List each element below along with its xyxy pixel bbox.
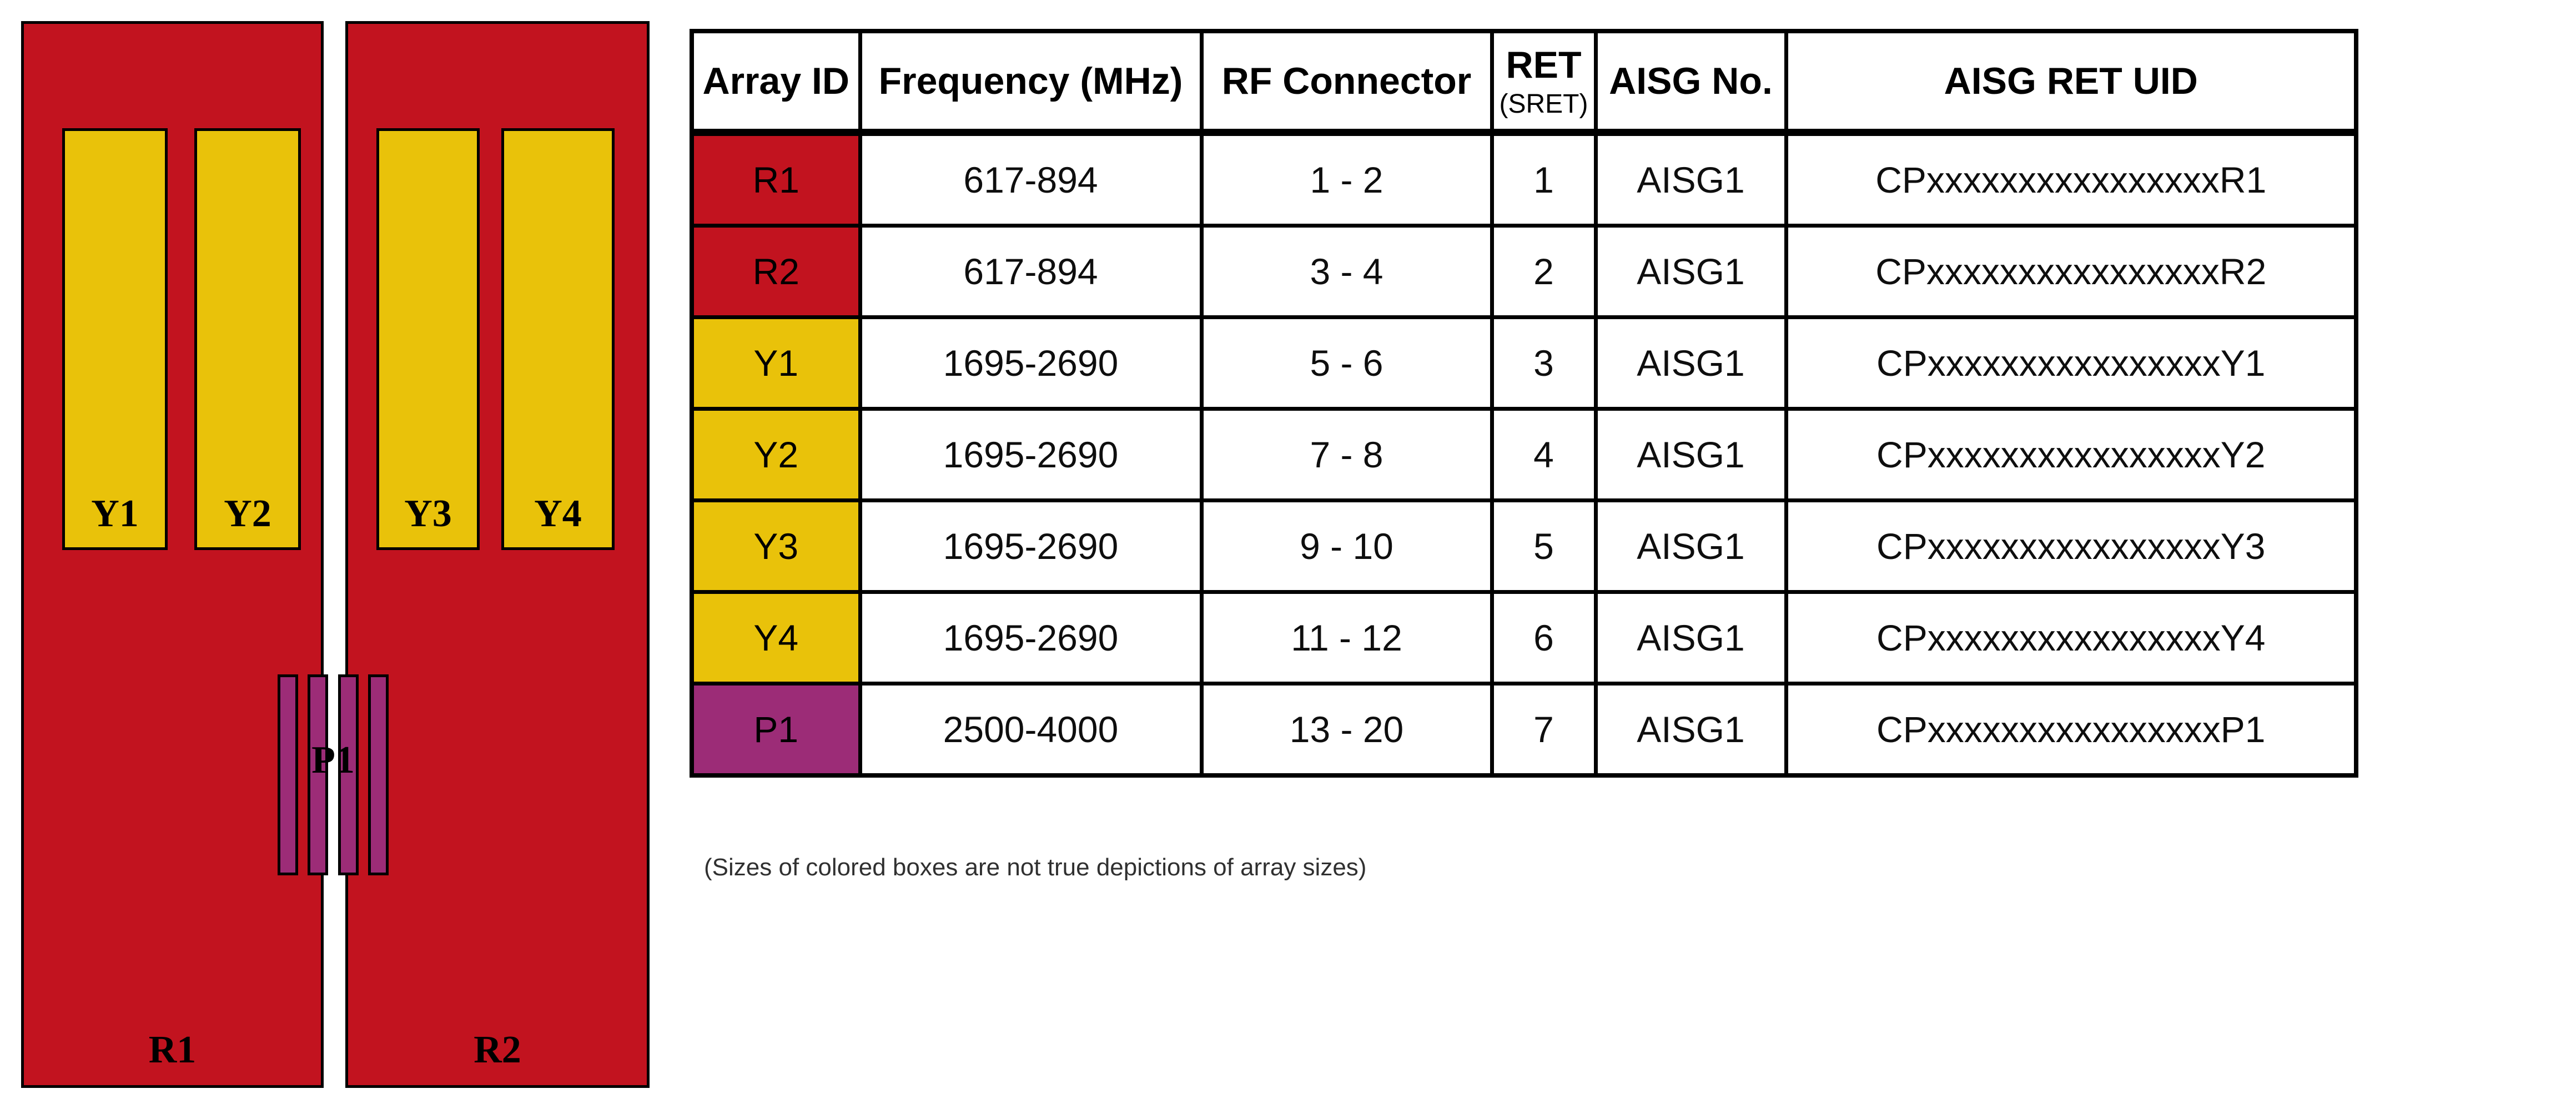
array-spec-table: Array ID Frequency (MHz) RF Connector RE… <box>690 29 2358 778</box>
table-row: Y4 1695-2690 11 - 12 6 AISG1 CPxxxxxxxxx… <box>690 590 2358 685</box>
array-id-cell: P1 <box>690 682 862 778</box>
table-header-row: Array ID Frequency (MHz) RF Connector RE… <box>690 29 2358 136</box>
col-header-rf-connector: RF Connector <box>1199 29 1494 136</box>
ret-cell: 1 <box>1490 130 1598 228</box>
p1-array-bar-1 <box>278 674 298 875</box>
p1-array-bar-4 <box>368 674 389 875</box>
array-id-cell: R2 <box>690 224 862 319</box>
ret-cell: 4 <box>1490 407 1598 502</box>
panel-r2-label: R2 <box>474 1029 521 1071</box>
frequency-cell: 1695-2690 <box>858 498 1204 594</box>
aisg-ret-uid-cell: CPxxxxxxxxxxxxxxxxY2 <box>1784 407 2358 502</box>
aisg-ret-uid-cell: CPxxxxxxxxxxxxxxxxY1 <box>1784 315 2358 411</box>
ret-header-main: RET <box>1506 43 1582 86</box>
aisg-ret-uid-cell: CPxxxxxxxxxxxxxxxxY4 <box>1784 590 2358 685</box>
table-row: P1 2500-4000 13 - 20 7 AISG1 CPxxxxxxxxx… <box>690 682 2358 778</box>
array-id-cell: Y1 <box>690 315 862 411</box>
size-disclaimer-note: (Sizes of colored boxes are not true dep… <box>704 854 1367 881</box>
frequency-cell: 617-894 <box>858 130 1204 228</box>
aisg-ret-uid-cell: CPxxxxxxxxxxxxxxxxY3 <box>1784 498 2358 594</box>
array-id-cell: R1 <box>690 130 862 228</box>
aisg-no-cell: AISG1 <box>1593 315 1788 411</box>
ret-cell: 2 <box>1490 224 1598 319</box>
col-header-aisg-no: AISG No. <box>1593 29 1788 136</box>
array-id-cell: Y3 <box>690 498 862 594</box>
panel-r1-label: R1 <box>148 1029 197 1071</box>
frequency-cell: 1695-2690 <box>858 590 1204 685</box>
rf-connector-cell: 1 - 2 <box>1199 130 1494 228</box>
p1-array-label: P1 <box>311 739 355 782</box>
p1-array-bar-3 <box>338 674 359 875</box>
rf-connector-cell: 3 - 4 <box>1199 224 1494 319</box>
table-row: R2 617-894 3 - 4 2 AISG1 CPxxxxxxxxxxxxx… <box>690 224 2358 319</box>
aisg-no-cell: AISG1 <box>1593 224 1788 319</box>
array-box-y2-label: Y2 <box>224 492 271 535</box>
aisg-ret-uid-cell: CPxxxxxxxxxxxxxxxxR1 <box>1784 130 2358 228</box>
frequency-cell: 1695-2690 <box>858 407 1204 502</box>
aisg-no-cell: AISG1 <box>1593 130 1788 228</box>
aisg-no-cell: AISG1 <box>1593 407 1788 502</box>
rf-connector-cell: 11 - 12 <box>1199 590 1494 685</box>
array-box-y2: Y2 <box>194 128 301 550</box>
ret-cell: 5 <box>1490 498 1598 594</box>
aisg-ret-uid-cell: CPxxxxxxxxxxxxxxxxP1 <box>1784 682 2358 778</box>
aisg-no-cell: AISG1 <box>1593 590 1788 685</box>
col-header-aisg-ret-uid: AISG RET UID <box>1784 29 2358 136</box>
aisg-ret-uid-cell: CPxxxxxxxxxxxxxxxxR2 <box>1784 224 2358 319</box>
aisg-no-cell: AISG1 <box>1593 498 1788 594</box>
array-box-y1: Y1 <box>62 128 168 550</box>
ret-cell: 7 <box>1490 682 1598 778</box>
ret-cell: 3 <box>1490 315 1598 411</box>
frequency-cell: 1695-2690 <box>858 315 1204 411</box>
col-header-ret: RET (SRET) <box>1490 29 1598 136</box>
array-id-cell: Y2 <box>690 407 862 502</box>
col-header-array-id: Array ID <box>690 29 862 136</box>
table-body: R1 617-894 1 - 2 1 AISG1 CPxxxxxxxxxxxxx… <box>690 130 2358 778</box>
frequency-cell: 617-894 <box>858 224 1204 319</box>
rf-connector-cell: 5 - 6 <box>1199 315 1494 411</box>
table-row: Y3 1695-2690 9 - 10 5 AISG1 CPxxxxxxxxxx… <box>690 498 2358 594</box>
array-box-y1-label: Y1 <box>91 492 139 535</box>
ret-header-sub: (SRET) <box>1499 89 1588 119</box>
col-header-frequency: Frequency (MHz) <box>858 29 1204 136</box>
array-box-y4: Y4 <box>501 128 615 550</box>
table-row: Y1 1695-2690 5 - 6 3 AISG1 CPxxxxxxxxxxx… <box>690 315 2358 411</box>
rf-connector-cell: 9 - 10 <box>1199 498 1494 594</box>
aisg-no-cell: AISG1 <box>1593 682 1788 778</box>
array-id-cell: Y4 <box>690 590 862 685</box>
array-box-y3: Y3 <box>376 128 480 550</box>
rf-connector-cell: 13 - 20 <box>1199 682 1494 778</box>
table-row: Y2 1695-2690 7 - 8 4 AISG1 CPxxxxxxxxxxx… <box>690 407 2358 502</box>
array-box-y4-label: Y4 <box>534 492 582 535</box>
ret-cell: 6 <box>1490 590 1598 685</box>
array-box-y3-label: Y3 <box>404 492 452 535</box>
rf-connector-cell: 7 - 8 <box>1199 407 1494 502</box>
frequency-cell: 2500-4000 <box>858 682 1204 778</box>
p1-array-bar-2 <box>308 674 328 875</box>
table-row: R1 617-894 1 - 2 1 AISG1 CPxxxxxxxxxxxxx… <box>690 130 2358 228</box>
